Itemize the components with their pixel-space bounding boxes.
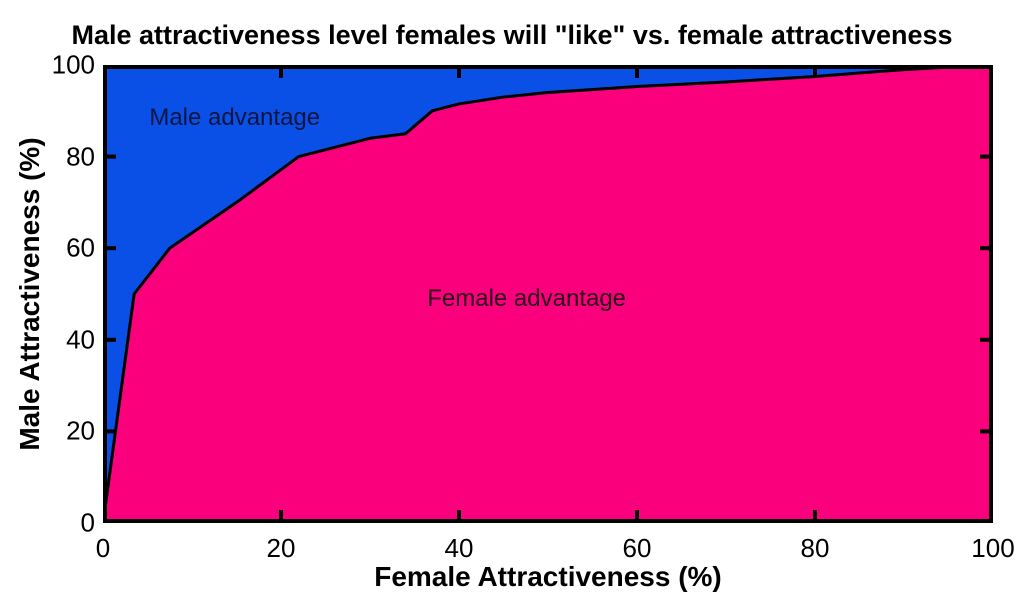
y-axis-tick-labels: 0 20 40 60 80 100 [0,0,95,615]
plot-border [103,65,993,523]
x-tick-label: 20 [266,533,296,563]
x-tick-label: 100 [971,533,1015,563]
y-tick-label: 60 [66,232,95,263]
chart-title: Male attractiveness level females will "… [71,20,953,50]
x-axis-title: Female Attractiveness (%) [374,561,722,592]
threshold-curve [103,65,993,523]
x-tick-label: 60 [622,533,652,563]
y-axis-title: Male Attractiveness (%) [14,137,45,451]
y-tick-label: 20 [66,415,95,446]
y-tick-label: 100 [51,49,95,80]
x-tick-label: 0 [95,533,111,563]
x-tick-label: 80 [800,533,830,563]
y-tick-label: 80 [66,141,95,172]
plot-area [103,65,993,523]
y-tick-label: 0 [80,507,95,538]
female-advantage-area [103,65,993,523]
y-tick-label: 40 [66,324,95,355]
x-tick-label: 40 [444,533,474,563]
